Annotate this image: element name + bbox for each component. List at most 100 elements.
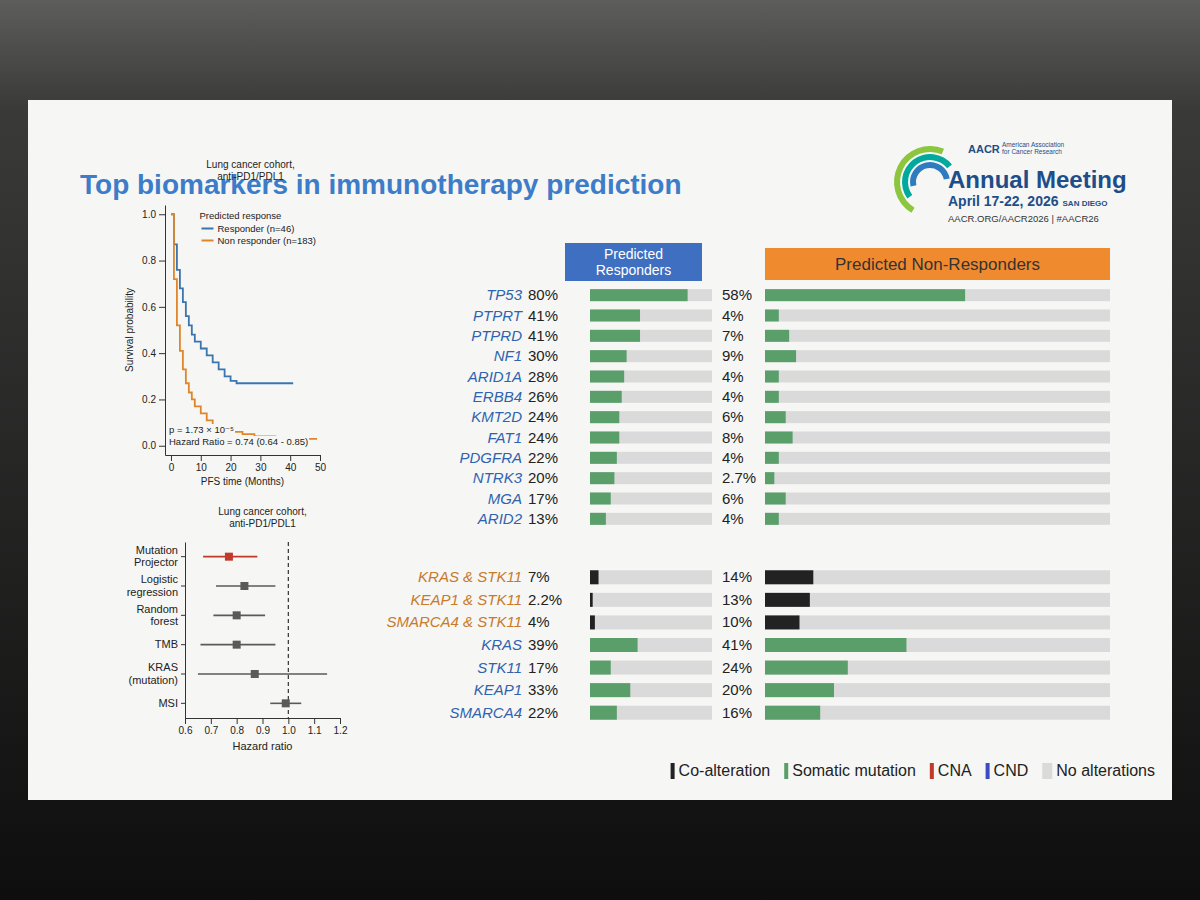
tick: 0.6 xyxy=(142,302,165,313)
alteration-bar xyxy=(765,391,779,403)
alteration-bar xyxy=(765,411,786,423)
data-label: 2.7% xyxy=(722,469,756,486)
gene-label: TP53 xyxy=(486,286,523,303)
logo-text: AACR.ORG/AACR2026 | #AACR26 xyxy=(948,213,1099,224)
reference-line xyxy=(288,542,289,718)
axis-title: Survival probability xyxy=(124,288,135,372)
tick-label: 10 xyxy=(196,462,208,473)
legend-label: Co-alteration xyxy=(679,762,771,779)
group-header: Predicted Non-Responders xyxy=(835,255,1040,274)
alteration-bar xyxy=(765,472,774,484)
track-background xyxy=(765,493,1110,505)
tick: 1.1 xyxy=(308,718,322,736)
track-background xyxy=(590,706,712,720)
data-label: 24% xyxy=(722,659,752,676)
data-label: 4% xyxy=(722,388,744,405)
data-label: 24% xyxy=(528,408,558,425)
track-background xyxy=(590,638,712,652)
tick-label: 40 xyxy=(285,462,297,473)
tick: 0.7 xyxy=(204,718,218,736)
track-background xyxy=(765,432,1110,444)
tick: 1.0 xyxy=(282,718,296,736)
annotation-patch xyxy=(168,424,235,435)
error-bar xyxy=(198,673,327,675)
plot-area xyxy=(171,214,317,439)
tick-label: 0.9 xyxy=(256,725,270,736)
logo-swirl xyxy=(902,154,952,198)
alteration-bar xyxy=(765,452,779,464)
tick: 0.6 xyxy=(179,718,193,736)
alteration-bar xyxy=(765,570,813,584)
alteration-bar xyxy=(765,371,779,383)
tick-label: 0 xyxy=(169,462,175,473)
tick-label: 0.2 xyxy=(142,394,156,405)
data-label: 4% xyxy=(528,613,550,630)
gene-label: STK11 xyxy=(477,659,522,676)
point xyxy=(233,641,241,649)
data-label: 2.2% xyxy=(528,591,562,608)
track-background xyxy=(765,330,1110,342)
tick: 0 xyxy=(169,455,175,473)
data-label: 16% xyxy=(722,704,752,721)
alteration-bar xyxy=(765,661,848,675)
gene-label: ERBB4 xyxy=(473,388,522,405)
gene-label: SMARCA4 xyxy=(449,704,522,721)
tick-mark xyxy=(181,674,185,675)
track-background xyxy=(765,472,1110,484)
legend-swatch xyxy=(1042,763,1052,779)
track-background xyxy=(765,350,1110,362)
data-label: 6% xyxy=(722,490,744,507)
alteration-bar xyxy=(590,411,619,423)
slide xyxy=(28,100,1172,800)
track-background xyxy=(765,411,1110,423)
slide-title: Top biomarkers in immunotherapy predicti… xyxy=(80,169,682,200)
alteration-bar xyxy=(590,615,595,629)
tick-mark xyxy=(181,703,185,704)
alteration-bar xyxy=(590,350,627,362)
track-background xyxy=(590,513,712,525)
x-axis: 01020304050 xyxy=(166,455,327,473)
logo: AACRAmerican Associationfor Cancer Resea… xyxy=(894,141,1127,224)
alteration-bar xyxy=(590,493,611,505)
track-background xyxy=(765,683,1110,697)
page: Top biomarkers in immunotherapy predicti… xyxy=(0,0,1200,900)
logo-text: Annual Meeting xyxy=(948,166,1127,193)
point xyxy=(233,611,241,619)
track-background xyxy=(590,350,712,362)
alteration-bar xyxy=(590,706,617,720)
room-background xyxy=(0,0,1200,900)
gene-label: KEAP1 xyxy=(474,681,522,698)
alteration-bar xyxy=(765,513,779,525)
tick-mark xyxy=(185,718,186,724)
tick: TMB xyxy=(155,638,185,650)
legend: Co-alterationSomatic mutationCNACNDNo al… xyxy=(671,762,1155,779)
data-label: 17% xyxy=(528,490,558,507)
tick-mark xyxy=(159,399,165,400)
legend-label: CND xyxy=(994,762,1029,779)
tick-mark xyxy=(181,644,185,645)
track-background xyxy=(765,513,1110,525)
gene-label: PTPRT xyxy=(473,307,524,324)
alteration-bar xyxy=(765,330,789,342)
km-panel: Lung cancer cohort,anti-PD1/PDL101020304… xyxy=(124,159,326,487)
legend-swatch xyxy=(784,763,788,779)
gene-label: PDGFRA xyxy=(459,449,522,466)
tick-label: 0.8 xyxy=(142,255,156,266)
tick-mark xyxy=(288,718,289,724)
logo-text: SAN DIEGO xyxy=(1063,199,1108,208)
legend-label: No alterations xyxy=(1056,762,1155,779)
annotation: Hazard Ratio = 0.74 (0.64 - 0.85) xyxy=(169,436,308,447)
axis-line xyxy=(165,206,166,456)
track-background xyxy=(765,391,1110,403)
data-label: 39% xyxy=(528,636,558,653)
tick: KRAS(mutation) xyxy=(128,661,185,685)
tick-mark xyxy=(211,718,212,724)
tick: 1.0 xyxy=(142,209,165,220)
track-background xyxy=(590,683,712,697)
tick-mark xyxy=(290,455,291,461)
data-label: 17% xyxy=(528,659,558,676)
data-label: 80% xyxy=(528,286,558,303)
track-background xyxy=(765,593,1110,607)
track-background xyxy=(590,391,712,403)
data-label: 4% xyxy=(722,368,744,385)
